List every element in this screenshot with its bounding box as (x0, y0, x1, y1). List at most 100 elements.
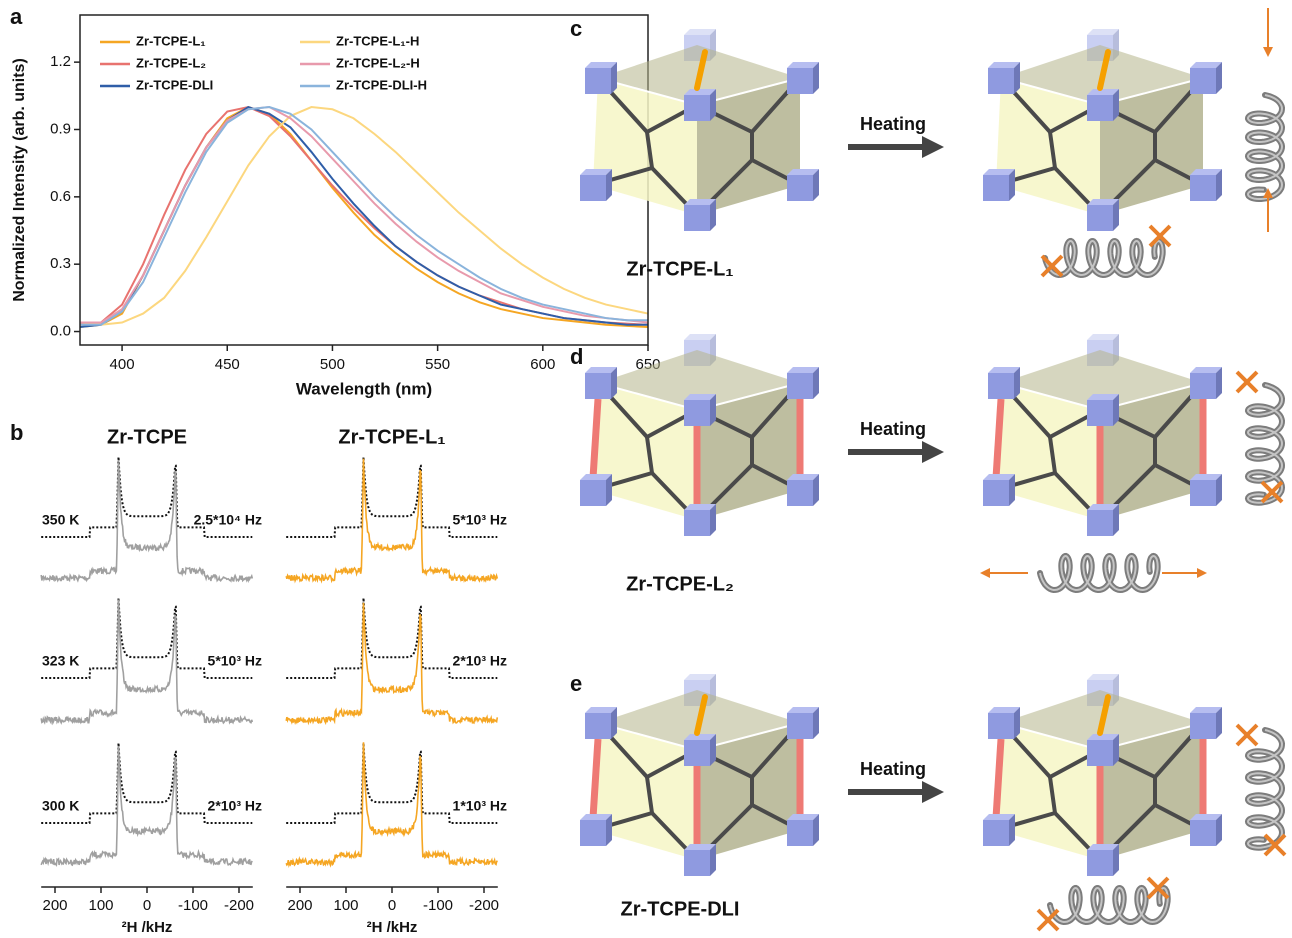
cross (1260, 480, 1284, 504)
node-front (1190, 480, 1216, 506)
node-front (787, 820, 813, 846)
x-tick-label: 0 (388, 897, 396, 914)
metal-node (988, 62, 1020, 94)
node-side (1014, 367, 1020, 399)
node-side (1216, 707, 1222, 739)
node-side (813, 814, 819, 846)
measured-spectrum (40, 599, 254, 726)
linker (645, 130, 654, 170)
heating-arrowhead (922, 441, 944, 463)
framework-name: Zr-TCPE-DLI (621, 898, 740, 920)
node-top (1087, 29, 1119, 35)
node-top (983, 169, 1015, 175)
node-top (580, 169, 612, 175)
cage-face (996, 723, 1100, 860)
panel-label: a (10, 4, 23, 29)
x-tick-label: 550 (425, 356, 450, 373)
legend-label: Zr-TCPE-L₂-H (336, 55, 420, 70)
node-top (983, 474, 1015, 480)
cage-face (598, 350, 800, 410)
node-front (1087, 740, 1113, 766)
spring-highlight (1049, 886, 1169, 924)
node-side (1113, 89, 1119, 121)
cross (1148, 224, 1172, 248)
node-side (1009, 814, 1015, 846)
measured-spectrum (285, 602, 499, 726)
node-side (813, 62, 819, 94)
node-front (585, 373, 611, 399)
node-side (710, 199, 716, 231)
node-top (684, 394, 716, 400)
node-side (1216, 62, 1222, 94)
node-side (1014, 62, 1020, 94)
cage-face (593, 78, 697, 215)
node-top (1190, 169, 1222, 175)
x-tick-label: 100 (88, 897, 113, 914)
x-tick-label: 100 (333, 897, 358, 914)
node-front (988, 68, 1014, 94)
node-side (1216, 474, 1222, 506)
node-front (580, 175, 606, 201)
node-front (1087, 400, 1113, 426)
node-front (684, 510, 710, 536)
metal-node (787, 707, 819, 739)
pillar (992, 398, 1005, 479)
node-front (1087, 850, 1113, 876)
node-front (585, 68, 611, 94)
node-side (1113, 734, 1119, 766)
cross (1235, 370, 1259, 394)
rod (694, 694, 708, 736)
node-side (611, 62, 617, 94)
node-side (813, 707, 819, 739)
metal-node (684, 504, 716, 536)
metal-node (580, 169, 612, 201)
node-side (710, 89, 716, 121)
node-front (787, 175, 813, 201)
node-top (787, 62, 819, 68)
measured-spectrum (285, 458, 499, 584)
y-tick-label: 1.2 (50, 53, 71, 70)
node-top (1190, 367, 1222, 373)
node-top (1087, 89, 1119, 95)
node-top (684, 199, 716, 205)
node-front (988, 373, 1014, 399)
spectrum-line (79, 106, 649, 326)
y-tick-label: 0.6 (50, 188, 71, 205)
metal-node (787, 62, 819, 94)
rate-label: 2*10³ Hz (453, 653, 507, 669)
x-tick-label: 200 (42, 897, 67, 914)
node-front (988, 713, 1014, 739)
node-side (1113, 199, 1119, 231)
metal-node (684, 89, 716, 121)
x-tick-label: -100 (178, 897, 208, 914)
node-top (585, 707, 617, 713)
node-side (611, 707, 617, 739)
node-front (983, 175, 1009, 201)
rod (1097, 49, 1111, 91)
heating-arrowhead (922, 136, 944, 158)
x-tick-label: 0 (143, 897, 151, 914)
node-front (1190, 373, 1216, 399)
cage-face (1100, 723, 1203, 860)
legend-label: Zr-TCPE-L₁ (136, 33, 206, 48)
metal-node (983, 474, 1015, 506)
metal-node (1190, 707, 1222, 739)
cage-face (1100, 78, 1203, 215)
cage-face (697, 723, 800, 860)
x-axis-label: ²H /kHz (122, 919, 173, 936)
node-front (585, 713, 611, 739)
metal-node (787, 169, 819, 201)
linker (645, 775, 654, 815)
metal-node (1087, 199, 1119, 231)
node-top (988, 62, 1020, 68)
spring (1047, 884, 1171, 926)
node-top (585, 62, 617, 68)
metal-node (1087, 734, 1119, 766)
legend-label: Zr-TCPE-L₂ (136, 55, 206, 70)
node-top (1190, 707, 1222, 713)
node-top (983, 814, 1015, 820)
measured-spectrum (40, 746, 253, 867)
metal-node (580, 474, 612, 506)
node-top (684, 674, 716, 680)
